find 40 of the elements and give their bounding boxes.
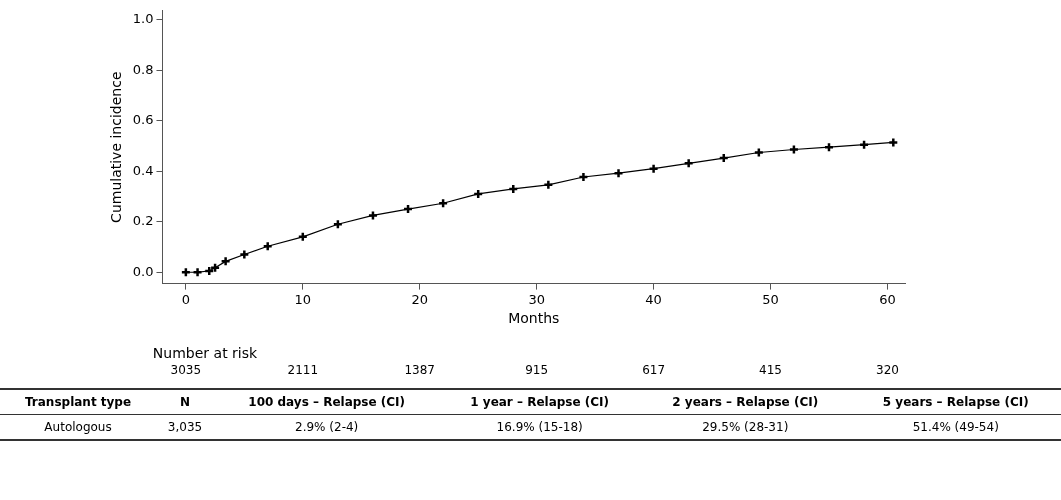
text: 2.9% (2-4) [294,419,360,436]
text: 2111 [287,363,319,377]
text: Number at risk [152,345,259,361]
y-tick-label: 0.2 [132,213,154,229]
text: 100 days – Relapse (CI) [247,394,407,411]
point [239,249,250,260]
text: 617 [642,363,666,377]
text: 1 year – Relapse (CI) [469,394,611,411]
text: 320 [876,363,899,377]
x-tick-label: 30 [528,291,545,307]
y-axis-title: Cumulative incidence [108,71,125,223]
x-tick-label: 20 [411,291,428,307]
text: 16.9% (15-18) [495,419,584,436]
text: N [179,394,192,411]
point [220,256,231,267]
text: 3035 [170,363,202,377]
x-axis-title: Months [508,310,560,327]
point [648,163,659,174]
y-tick-label: 0.6 [132,112,154,128]
text: 1387 [404,363,435,377]
x-tick-label: 50 [762,291,779,307]
text: 29.5% (28-31) [701,419,790,436]
x-tick-label: 40 [645,291,662,307]
text: Autologous [43,419,113,436]
y-tick-label: 0.4 [132,162,154,178]
x-tick-label: 10 [294,291,312,307]
text: 2 years – Relapse (CI) [671,394,820,411]
y-tick-label: 0.8 [132,61,154,77]
text: 3,035 [166,419,204,436]
x-tick-label: 0 [181,291,190,307]
text: 5 years – Relapse (CI) [881,394,1030,411]
point [683,158,694,169]
x-tick-label: 60 [879,291,896,307]
text: 51.4% (49-54) [911,419,1000,436]
y-tick-label: 0.0 [132,263,154,279]
text: 415 [759,363,782,377]
point [888,137,899,148]
y-tick-label: 1.0 [132,11,154,27]
text: Transplant type [23,394,133,411]
text: 915 [525,363,549,377]
